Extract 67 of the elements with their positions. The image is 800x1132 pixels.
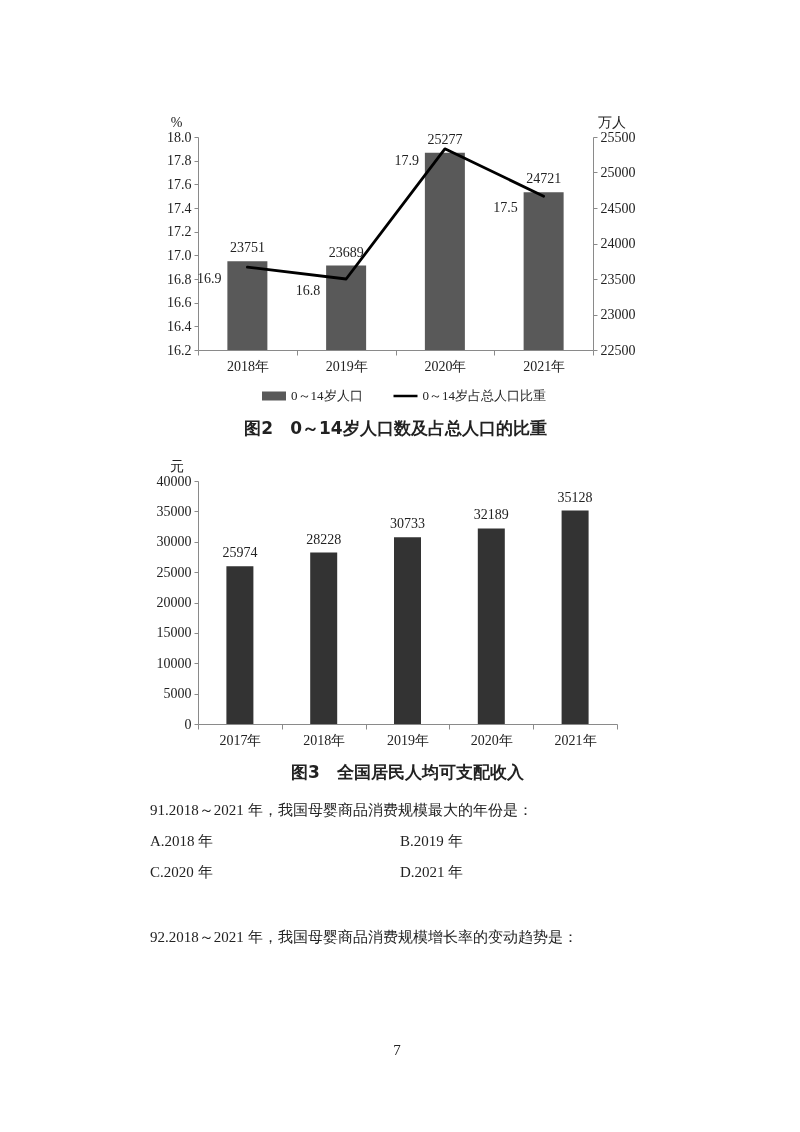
data-label: 25277 bbox=[427, 131, 463, 147]
data-label: 24721 bbox=[526, 171, 562, 187]
data-label: 17.5 bbox=[493, 200, 518, 216]
x-tick-label: 2018年 bbox=[226, 358, 269, 374]
y2-tick-label: 25500 bbox=[600, 129, 636, 145]
y-tick-label: 17.6 bbox=[167, 176, 192, 192]
y-tick-label: 40000 bbox=[156, 473, 192, 489]
bar bbox=[394, 537, 421, 724]
y-tick-label: 16.6 bbox=[167, 295, 192, 311]
text: 92.2018～2021 年，我国母婴商品消费规模增长率的变动趋势是： bbox=[150, 929, 578, 945]
x-tick-label: 2019年 bbox=[325, 358, 368, 374]
x-tick-label: 2021年 bbox=[523, 358, 566, 374]
y-axis-title: % bbox=[170, 114, 183, 130]
y-tick-label: 5000 bbox=[163, 686, 192, 702]
y2-axis-title: 万人 bbox=[597, 114, 626, 130]
text: 图2 0～14岁人口数及占总人口的比重 bbox=[244, 418, 547, 438]
y-tick-label: 17.8 bbox=[167, 153, 192, 169]
y-tick-label: 16.4 bbox=[167, 318, 192, 334]
data-label: 17.9 bbox=[394, 152, 419, 168]
y-tick-label: 17.0 bbox=[167, 247, 192, 263]
data-label: 23689 bbox=[328, 244, 364, 260]
text: C.2020 年 bbox=[150, 864, 213, 880]
data-label: 16.8 bbox=[295, 283, 321, 298]
x-tick-label: 2020年 bbox=[424, 358, 467, 374]
data-label: 35128 bbox=[557, 489, 593, 505]
y2-tick-label: 23500 bbox=[600, 271, 636, 287]
data-label: 25974 bbox=[222, 545, 258, 561]
y-tick-label: 16.8 bbox=[167, 271, 192, 287]
y2-tick-label: 22500 bbox=[600, 342, 636, 358]
y2-tick-label: 24500 bbox=[600, 200, 636, 216]
text: 7 bbox=[393, 1042, 402, 1058]
y-tick-label: 15000 bbox=[156, 625, 192, 641]
x-tick-label: 2017年 bbox=[219, 732, 262, 748]
y-tick-label: 17.2 bbox=[167, 224, 192, 240]
y-tick-label: 16.2 bbox=[167, 342, 192, 358]
x-tick-label: 2019年 bbox=[387, 732, 429, 748]
data-label: 23751 bbox=[229, 240, 265, 256]
y-tick-label: 10000 bbox=[156, 655, 192, 671]
data-label: 28228 bbox=[306, 531, 342, 547]
legend-label: 0～14岁占总人口比重 bbox=[422, 388, 546, 403]
y2-tick-label: 25000 bbox=[600, 165, 636, 180]
y-tick-label: 30000 bbox=[156, 534, 192, 550]
text: 图3 全国居民人均可支配收入 bbox=[291, 762, 525, 782]
data-label: 30733 bbox=[390, 516, 425, 532]
y-tick-label: 25000 bbox=[156, 564, 192, 580]
bar bbox=[226, 566, 254, 724]
x-tick-label: 2020年 bbox=[470, 732, 513, 748]
text: 91.2018～2021 年，我国母婴商品消费规模最大的年份是： bbox=[150, 802, 533, 818]
y-axis-title: 元 bbox=[169, 458, 184, 474]
data-label: 16.9 bbox=[196, 271, 222, 287]
bar bbox=[477, 528, 505, 724]
x-tick-label: 2018年 bbox=[303, 732, 346, 748]
text: A.2018 年 bbox=[150, 833, 214, 849]
x-tick-label: 2021年 bbox=[554, 732, 597, 748]
text: B.2019 年 bbox=[400, 833, 463, 849]
y-tick-label: 20000 bbox=[156, 595, 192, 610]
y-tick-label: 35000 bbox=[156, 503, 192, 519]
data-label: 32189 bbox=[473, 507, 509, 523]
y-tick-label: 17.4 bbox=[167, 200, 192, 216]
text: D.2021 年 bbox=[400, 864, 464, 880]
bar bbox=[310, 552, 338, 724]
bar bbox=[561, 510, 589, 724]
y-tick-label: 0 bbox=[184, 716, 192, 732]
y2-tick-label: 23000 bbox=[600, 307, 636, 322]
y-tick-label: 18.0 bbox=[167, 129, 192, 145]
legend-label: 0～14岁人口 bbox=[291, 388, 363, 403]
y2-tick-label: 24000 bbox=[600, 236, 636, 251]
